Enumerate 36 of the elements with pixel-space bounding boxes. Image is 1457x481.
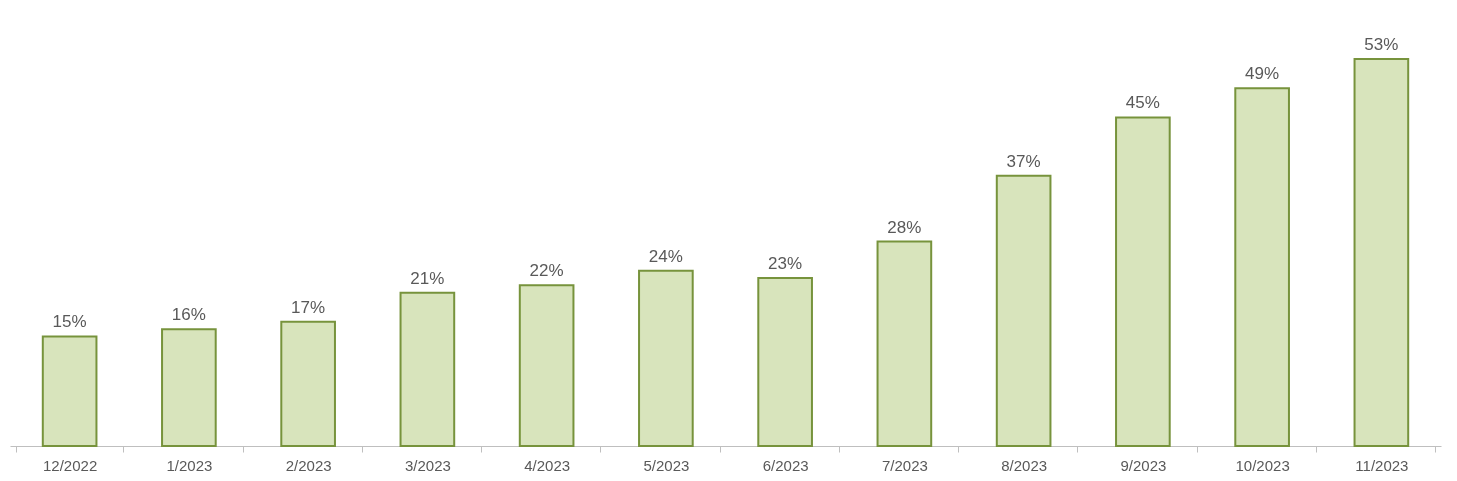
data-label: 17% <box>291 297 326 317</box>
bar <box>1234 87 1290 447</box>
x-tick-label: 7/2023 <box>881 456 928 474</box>
bar <box>876 240 933 447</box>
bar <box>399 291 456 447</box>
x-tick-label: 4/2023 <box>524 456 571 474</box>
x-tick-label: 8/2023 <box>1001 456 1048 474</box>
bar <box>995 174 1052 447</box>
bar <box>518 284 575 447</box>
data-label: 16% <box>171 305 206 325</box>
x-tick-label: 6/2023 <box>762 456 809 474</box>
data-label: 21% <box>410 268 445 288</box>
x-tick-label: 9/2023 <box>1120 456 1167 474</box>
data-label: 49% <box>1245 64 1280 84</box>
data-label: 37% <box>1006 151 1041 171</box>
x-tick-label: 11/2023 <box>1355 456 1409 474</box>
data-label: 45% <box>1125 93 1160 113</box>
data-label: 23% <box>768 254 803 274</box>
data-label: 22% <box>529 261 564 281</box>
x-tick-label: 2/2023 <box>285 456 332 474</box>
x-tick-label: 3/2023 <box>404 456 451 474</box>
data-label: 53% <box>1364 35 1399 54</box>
x-tick-label: 5/2023 <box>643 456 690 474</box>
bar <box>161 328 217 447</box>
x-tick-label: 10/2023 <box>1235 456 1290 474</box>
bar <box>757 277 813 447</box>
bar <box>1115 116 1171 447</box>
data-label: 15% <box>52 312 87 332</box>
data-label: 28% <box>887 217 922 237</box>
bar <box>1353 58 1410 447</box>
x-tick-label: 1/2023 <box>166 456 213 474</box>
bar <box>638 269 694 447</box>
data-label: 24% <box>648 246 683 266</box>
x-tick-label: 12/2022 <box>43 456 98 474</box>
bar <box>41 335 98 447</box>
bar <box>280 320 336 447</box>
